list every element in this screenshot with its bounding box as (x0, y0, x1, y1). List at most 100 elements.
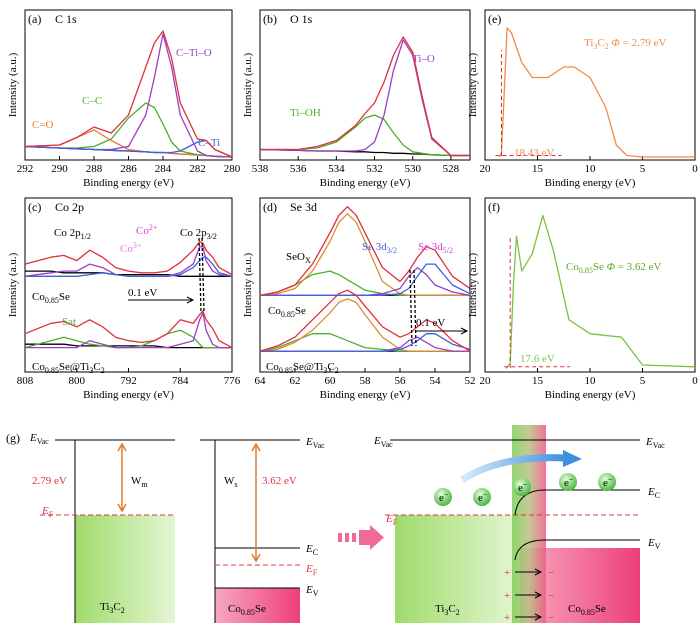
text-part: Vac (653, 441, 665, 450)
panel-label: (g) (6, 431, 20, 445)
arrow-heads (251, 442, 261, 563)
text-part: Se (255, 603, 266, 615)
work-function-label: Wm (131, 475, 148, 489)
text-part: E (41, 505, 49, 517)
annotation: Co2+ (136, 223, 158, 237)
ef-label: EF (385, 513, 398, 527)
text-part: Se (59, 291, 70, 303)
material-label: Co0.85Se (568, 603, 606, 617)
text-part: Co (266, 361, 279, 373)
text-part: Co (32, 291, 45, 303)
text-part: Ti (100, 601, 109, 613)
text-part: Co (268, 305, 281, 317)
electron-label: e− (478, 490, 488, 504)
annotation: Ti3C2 Φ = 2.79 eV (584, 37, 666, 51)
spectrum-line (260, 333, 471, 352)
text-part: 3+ (133, 241, 142, 250)
panel-label: (d) (263, 200, 277, 214)
co085se-block (215, 588, 300, 623)
annotation: SeOX (286, 251, 311, 265)
arrow-heads (117, 442, 127, 513)
text-part: E (647, 537, 655, 549)
plus-sign: + (504, 567, 510, 579)
ti3c2-region (395, 515, 520, 623)
plot-frame (259, 9, 471, 161)
text-part: E (647, 486, 655, 498)
text-part: Vac (37, 437, 49, 446)
x-tick-label: 776 (224, 375, 241, 387)
ec-label: EC (647, 486, 660, 500)
text-part: E (29, 432, 37, 444)
text-part: 3 (593, 42, 597, 51)
electron (559, 473, 577, 491)
plot-frame (484, 197, 696, 373)
evac-label: EVac (373, 435, 393, 449)
text-part: Ti (435, 603, 444, 615)
electron (513, 478, 531, 496)
text-part: 2 (335, 366, 339, 375)
x-tick-label: 60 (325, 375, 337, 387)
panel-label: (a) (28, 12, 41, 26)
x-tick-label: 20 (480, 375, 492, 387)
text-part: Se (295, 305, 306, 317)
y-axis-label: Intensity (a.u.) (467, 52, 479, 117)
material-label: Co0.85Se (228, 603, 266, 617)
cutoff-label: 17.6 eV (520, 353, 555, 365)
x-axis-label: Binding energy (eV) (320, 177, 411, 189)
annotation: Se 3d5/2 (418, 241, 453, 255)
text-part: Ti (584, 37, 593, 49)
annotation: Co0.85Se Φ = 3.62 eV (566, 261, 662, 275)
spectrum-line (260, 266, 471, 297)
ef-label: EF (41, 505, 54, 519)
text-part: C (327, 361, 334, 373)
field-arrow (515, 591, 543, 599)
x-tick-label: 536 (290, 163, 307, 175)
spectrum-line (259, 298, 470, 352)
x-tick-label: 288 (86, 163, 103, 175)
x-tick-label: 54 (430, 375, 442, 387)
text-part: E (373, 435, 381, 447)
text-part: 5/2 (443, 246, 453, 255)
text-part: Vac (313, 441, 325, 450)
text-part: V (655, 542, 661, 551)
electron-label: e− (603, 475, 613, 489)
annotation: Co0.85Se (268, 305, 306, 319)
text-part: 0.85 (279, 366, 293, 375)
spectrum-line (259, 206, 471, 297)
text-part: C (113, 601, 120, 613)
spectrum-line (24, 30, 233, 158)
text-part: = 2.79 eV (620, 37, 667, 49)
plot-frame (484, 9, 696, 161)
x-axis-label: Binding energy (eV) (545, 389, 636, 401)
text-part: e (518, 482, 523, 494)
text-part: E (305, 543, 313, 555)
annotation: Co0.85Se@Ti3C2 (32, 361, 105, 375)
x-tick-label: 286 (120, 163, 137, 175)
text-part: 0.85 (45, 296, 59, 305)
x-tick-label: 15 (532, 163, 544, 175)
process-arrow (338, 525, 384, 550)
evac-label: EVac (305, 436, 325, 450)
component-label: C–C (82, 95, 102, 107)
y-axis-label: Intensity (a.u.) (242, 52, 254, 117)
annotation: Sat (62, 316, 76, 328)
x-axis-label: Binding energy (eV) (83, 389, 174, 401)
shift-guide (409, 269, 413, 347)
text-part: C (655, 491, 660, 500)
text-part: C (597, 37, 604, 49)
spectrum-line (260, 114, 470, 157)
x-tick-label: 280 (224, 163, 241, 175)
x-tick-label: 0 (692, 163, 698, 175)
panel-title: C 1s (55, 12, 77, 26)
text-part: Co (228, 603, 241, 615)
text-part: C (93, 361, 100, 373)
x-tick-label: 800 (69, 375, 86, 387)
cutoff-label: 18.43 eV (514, 147, 554, 159)
text-part: Co (566, 261, 579, 273)
panel-title: Co 2p (55, 200, 84, 214)
plus-sign: + (504, 590, 510, 602)
work-function-value: 2.79 eV (32, 475, 67, 487)
text-part: 2+ (149, 223, 158, 232)
panel-title: Se 3d (290, 200, 317, 214)
x-tick-label: 20 (480, 163, 492, 175)
